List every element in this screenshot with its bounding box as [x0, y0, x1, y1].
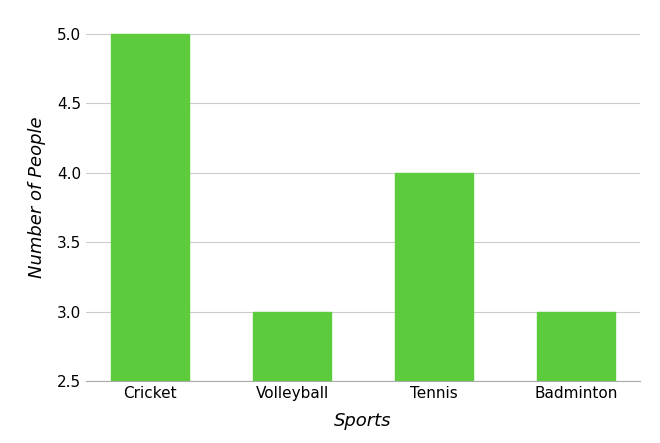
- Bar: [253, 311, 331, 443]
- Bar: [537, 311, 615, 443]
- X-axis label: Sports: Sports: [334, 412, 392, 430]
- Y-axis label: Number of People: Number of People: [28, 117, 46, 278]
- Bar: [111, 34, 189, 443]
- Bar: [395, 173, 473, 443]
